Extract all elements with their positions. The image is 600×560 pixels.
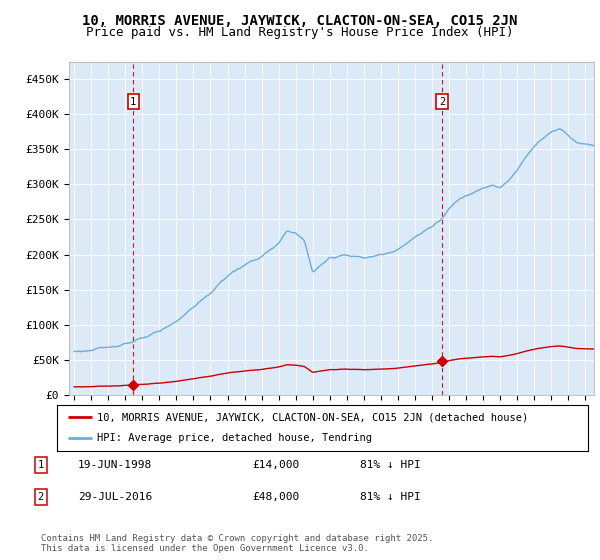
Text: £48,000: £48,000 (252, 492, 299, 502)
Text: 81% ↓ HPI: 81% ↓ HPI (360, 492, 421, 502)
Text: 10, MORRIS AVENUE, JAYWICK, CLACTON-ON-SEA, CO15 2JN (detached house): 10, MORRIS AVENUE, JAYWICK, CLACTON-ON-S… (97, 412, 528, 422)
Text: Price paid vs. HM Land Registry's House Price Index (HPI): Price paid vs. HM Land Registry's House … (86, 26, 514, 39)
Text: 1: 1 (38, 460, 44, 470)
Text: £14,000: £14,000 (252, 460, 299, 470)
Text: 81% ↓ HPI: 81% ↓ HPI (360, 460, 421, 470)
Text: 2: 2 (38, 492, 44, 502)
Text: Contains HM Land Registry data © Crown copyright and database right 2025.
This d: Contains HM Land Registry data © Crown c… (41, 534, 433, 553)
Text: 29-JUL-2016: 29-JUL-2016 (78, 492, 152, 502)
Text: HPI: Average price, detached house, Tendring: HPI: Average price, detached house, Tend… (97, 433, 372, 444)
Text: 19-JUN-1998: 19-JUN-1998 (78, 460, 152, 470)
Text: 1: 1 (130, 96, 136, 106)
Text: 2: 2 (439, 96, 445, 106)
Text: 10, MORRIS AVENUE, JAYWICK, CLACTON-ON-SEA, CO15 2JN: 10, MORRIS AVENUE, JAYWICK, CLACTON-ON-S… (82, 14, 518, 28)
